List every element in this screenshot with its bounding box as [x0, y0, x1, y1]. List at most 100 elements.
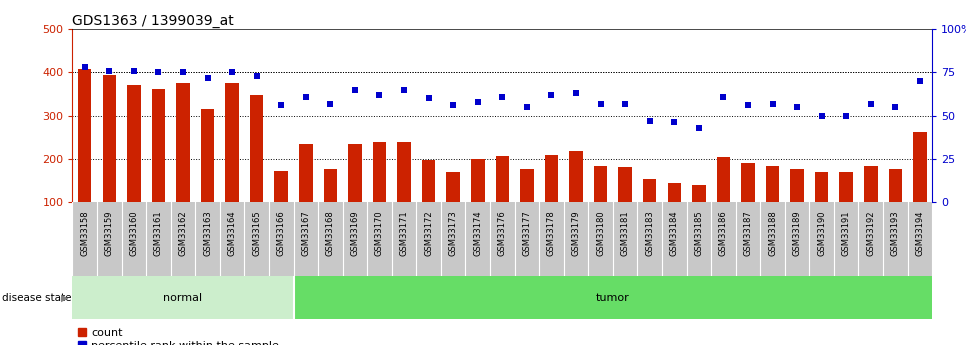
Point [127, 68, 142, 73]
Bar [545, 155, 558, 202]
Bar [618, 167, 632, 202]
Point [838, 113, 854, 118]
Point [470, 99, 486, 105]
Bar [446, 172, 460, 202]
Point [249, 73, 265, 79]
Bar [274, 171, 288, 202]
Text: GSM33173: GSM33173 [448, 211, 458, 256]
Text: GSM33167: GSM33167 [301, 211, 310, 256]
Bar [72, 276, 294, 319]
Text: GSM33187: GSM33187 [744, 211, 753, 256]
Bar [643, 179, 657, 202]
Point [151, 70, 166, 75]
Bar [913, 131, 926, 202]
Bar [471, 159, 485, 202]
Text: GDS1363 / 1399039_at: GDS1363 / 1399039_at [72, 14, 234, 28]
Bar [594, 166, 608, 202]
Point [273, 102, 289, 108]
Bar [299, 144, 313, 202]
Point [298, 94, 314, 99]
Bar [741, 162, 754, 202]
Point [445, 102, 461, 108]
Text: GSM33181: GSM33181 [620, 211, 630, 256]
Text: GSM33160: GSM33160 [129, 211, 138, 256]
Text: GSM33171: GSM33171 [400, 211, 409, 256]
Text: GSM33161: GSM33161 [154, 211, 163, 256]
Point [691, 125, 706, 130]
Bar [422, 159, 436, 202]
Bar [889, 169, 902, 202]
Bar [128, 85, 141, 202]
Text: GSM33172: GSM33172 [424, 211, 433, 256]
Point [789, 104, 805, 110]
Point [617, 101, 633, 106]
Point [593, 101, 609, 106]
Bar [520, 169, 533, 202]
Bar [373, 142, 386, 202]
Point [863, 101, 878, 106]
Bar [397, 142, 411, 202]
Text: GSM33162: GSM33162 [179, 211, 187, 256]
Bar [294, 276, 932, 319]
Point [716, 94, 731, 99]
Text: GSM33164: GSM33164 [228, 211, 237, 256]
Text: GSM33191: GSM33191 [841, 211, 851, 256]
Point [544, 92, 559, 98]
Point [101, 68, 117, 73]
Point [421, 96, 437, 101]
Point [568, 90, 583, 96]
Text: ▶: ▶ [61, 293, 69, 303]
Point [519, 104, 534, 110]
Text: GSM33184: GSM33184 [669, 211, 679, 256]
Text: normal: normal [163, 293, 203, 303]
Text: tumor: tumor [596, 293, 630, 303]
Bar [152, 89, 165, 202]
Point [77, 65, 93, 70]
Text: GSM33185: GSM33185 [695, 211, 703, 256]
Point [200, 75, 215, 80]
Text: GSM33192: GSM33192 [867, 211, 875, 256]
Bar [717, 157, 730, 202]
Point [740, 102, 755, 108]
Text: GSM33186: GSM33186 [719, 211, 728, 256]
Text: GSM33179: GSM33179 [572, 211, 581, 256]
Bar [324, 169, 337, 202]
Point [323, 101, 338, 106]
Bar [176, 83, 189, 202]
Bar [790, 169, 804, 202]
Bar [569, 151, 582, 202]
Text: GSM33163: GSM33163 [203, 211, 213, 256]
Text: GSM33176: GSM33176 [497, 211, 507, 256]
Point [667, 120, 682, 125]
Text: GSM33180: GSM33180 [596, 211, 605, 256]
Text: GSM33189: GSM33189 [792, 211, 802, 256]
Text: GSM33158: GSM33158 [80, 211, 89, 256]
Text: GSM33183: GSM33183 [645, 211, 654, 256]
Text: GSM33169: GSM33169 [351, 211, 359, 256]
Bar [496, 156, 509, 202]
Point [912, 78, 927, 84]
Bar [668, 183, 681, 202]
Point [175, 70, 190, 75]
Bar [815, 172, 829, 202]
Text: GSM33190: GSM33190 [817, 211, 826, 256]
Point [224, 70, 240, 75]
Point [814, 113, 830, 118]
Text: GSM33174: GSM33174 [473, 211, 482, 256]
Point [888, 104, 903, 110]
Bar [348, 144, 361, 202]
Text: GSM33178: GSM33178 [547, 211, 556, 256]
Bar [201, 109, 214, 202]
Text: GSM33170: GSM33170 [375, 211, 384, 256]
Bar [766, 166, 780, 202]
Point [396, 87, 412, 92]
Text: GSM33168: GSM33168 [326, 211, 335, 256]
Point [495, 94, 510, 99]
Point [765, 101, 781, 106]
Text: GSM33188: GSM33188 [768, 211, 777, 256]
Text: GSM33159: GSM33159 [104, 211, 114, 256]
Text: GSM33177: GSM33177 [523, 211, 531, 256]
Bar [839, 172, 853, 202]
Bar [250, 95, 264, 202]
Point [372, 92, 387, 98]
